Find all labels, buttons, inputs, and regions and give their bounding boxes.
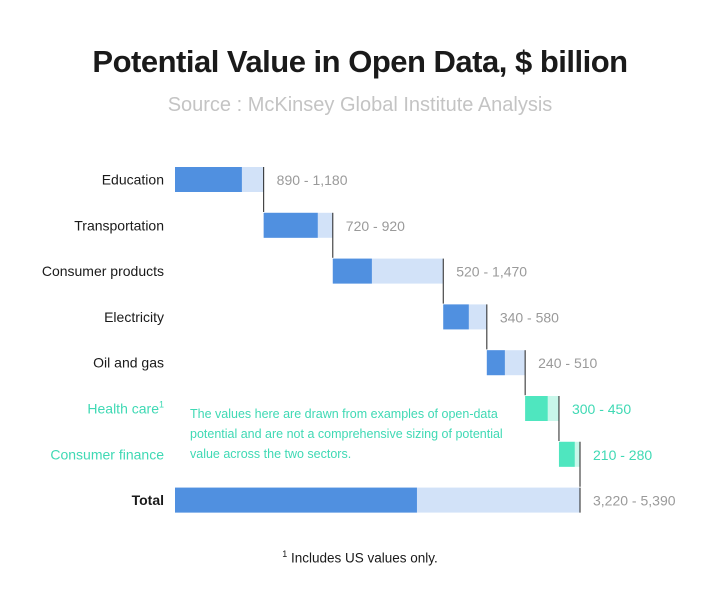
category-label-6: Consumer finance xyxy=(50,446,164,462)
value-label-3: 340 - 580 xyxy=(500,309,559,325)
value-label-5: 300 - 450 xyxy=(572,401,631,417)
bar-low-2 xyxy=(332,258,372,284)
chart-title: Potential Value in Open Data, $ billion xyxy=(92,44,628,79)
footnote-text: Includes US values only. xyxy=(290,550,438,566)
category-label-4: Oil and gas xyxy=(93,355,164,371)
category-label-7: Total xyxy=(132,492,164,508)
bar-low-4 xyxy=(486,350,505,376)
value-label-4: 240 - 510 xyxy=(538,355,597,371)
value-label-1: 720 - 920 xyxy=(346,218,405,234)
bar-low-1 xyxy=(263,212,318,238)
value-label-6: 210 - 280 xyxy=(593,447,652,463)
bar-low-7 xyxy=(175,487,417,513)
category-superscript-5: 1 xyxy=(159,400,164,410)
value-label-2: 520 - 1,470 xyxy=(456,264,527,280)
bar-low-3 xyxy=(443,304,469,330)
category-label-3: Electricity xyxy=(104,309,164,325)
value-label-0: 890 - 1,180 xyxy=(277,172,348,188)
value-label-7: 3,220 - 5,390 xyxy=(593,493,676,509)
category-label-5: Health care1 xyxy=(87,400,164,417)
category-label-1: Transportation xyxy=(74,217,164,233)
sector-note: The values here are drawn from examples … xyxy=(190,407,503,461)
bar-low-5 xyxy=(525,396,548,421)
chart-subtitle: Source : McKinsey Global Institute Analy… xyxy=(167,94,553,116)
footnote-marker: 1 xyxy=(282,549,288,559)
bar-low-0 xyxy=(175,167,242,192)
category-label-2: Consumer products xyxy=(42,263,164,279)
footnote: 1 Includes US values only. xyxy=(0,549,720,566)
category-label-0: Education xyxy=(102,172,164,188)
bar-low-6 xyxy=(558,441,575,467)
